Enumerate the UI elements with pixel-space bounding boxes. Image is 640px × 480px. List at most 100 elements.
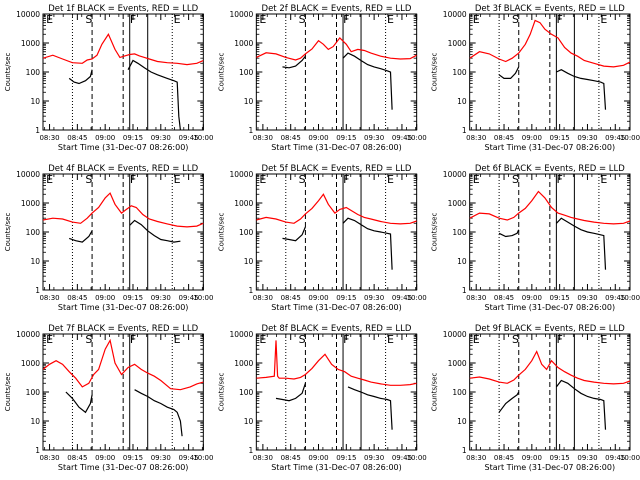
y-tick-label: 1000 bbox=[234, 359, 253, 368]
x-tick-label: 10:00 bbox=[193, 134, 213, 142]
x-tick-label: 09:45 bbox=[179, 454, 199, 462]
phase-marker-label: F bbox=[556, 13, 562, 26]
chart-panel-1: Det 1f BLACK = Events, RED = LLD 1 10 100 10… bbox=[4, 4, 213, 152]
x-tick-label: 10:00 bbox=[193, 454, 213, 462]
series-line-lld bbox=[43, 192, 204, 228]
y-tick-label: 100 bbox=[452, 228, 467, 237]
series-line-events bbox=[68, 59, 181, 130]
phase-marker-label: S bbox=[512, 173, 519, 186]
x-tick-label: 08:30 bbox=[39, 454, 59, 462]
x-tick-label: 09:45 bbox=[605, 454, 625, 462]
x-tick-label: 08:30 bbox=[466, 454, 486, 462]
y-tick-label: 10000 bbox=[443, 330, 467, 339]
x-tick-label: 09:00 bbox=[522, 294, 542, 302]
phase-marker-label: E bbox=[46, 333, 53, 346]
y-tick-label: 10000 bbox=[229, 330, 253, 339]
y-tick-label: 10 bbox=[457, 417, 467, 426]
x-tick-label: 08:30 bbox=[253, 454, 273, 462]
chart-panel-9: Det 9f BLACK = Events, RED = LLD 1 10 100 10… bbox=[431, 324, 640, 472]
y-tick-label: 10 bbox=[457, 97, 467, 106]
phase-marker-label: F bbox=[130, 333, 136, 346]
y-tick-label: 1 bbox=[249, 126, 254, 135]
x-tick-label: 08:45 bbox=[494, 454, 514, 462]
phase-marker-label: E bbox=[259, 333, 266, 346]
chart-title: Det 4f BLACK = Events, RED = LLD bbox=[48, 164, 198, 174]
x-axis-label: Start Time (31-Dec-07 08:26:00) bbox=[485, 303, 616, 312]
x-tick-label: 10:00 bbox=[407, 454, 427, 462]
chart-panel-4: Det 4f BLACK = Events, RED = LLD 1 10 100 10… bbox=[4, 164, 213, 312]
phase-marker-label: S bbox=[512, 13, 519, 26]
x-tick-label: 09:30 bbox=[364, 134, 384, 142]
x-tick-label: 09:15 bbox=[123, 454, 143, 462]
y-tick-label: 10 bbox=[244, 97, 254, 106]
y-tick-label: 10 bbox=[244, 257, 254, 266]
series-line-lld bbox=[256, 193, 417, 225]
y-tick-label: 10000 bbox=[443, 170, 467, 179]
x-tick-label: 08:45 bbox=[281, 454, 301, 462]
phase-marker-label: F bbox=[556, 173, 562, 186]
y-tick-label: 1 bbox=[462, 126, 467, 135]
x-tick-label: 08:45 bbox=[67, 454, 87, 462]
x-tick-label: 10:00 bbox=[407, 134, 427, 142]
chart-panel-5: Det 5f BLACK = Events, RED = LLD 1 10 100 10… bbox=[217, 164, 426, 312]
x-tick-label: 09:00 bbox=[522, 454, 542, 462]
phase-marker-label: F bbox=[343, 13, 349, 26]
y-tick-label: 100 bbox=[239, 388, 254, 397]
x-tick-label: 09:30 bbox=[151, 134, 171, 142]
y-tick-label: 10 bbox=[30, 417, 40, 426]
y-tick-label: 10000 bbox=[16, 170, 40, 179]
x-tick-label: 09:30 bbox=[577, 454, 597, 462]
x-tick-label: 09:30 bbox=[151, 454, 171, 462]
x-tick-label: 09:15 bbox=[336, 134, 356, 142]
x-tick-label: 10:00 bbox=[620, 134, 640, 142]
x-tick-label: 09:00 bbox=[308, 454, 328, 462]
y-tick-label: 1 bbox=[462, 286, 467, 295]
phase-marker-label: E bbox=[174, 13, 181, 26]
x-tick-label: 09:30 bbox=[151, 294, 171, 302]
phase-marker-label: F bbox=[343, 173, 349, 186]
phase-marker-label: E bbox=[46, 173, 53, 186]
phase-marker-label: E bbox=[174, 333, 181, 346]
phase-marker-label: E bbox=[600, 13, 607, 26]
phase-marker-label: S bbox=[85, 333, 92, 346]
x-tick-label: 10:00 bbox=[193, 294, 213, 302]
x-tick-label: 08:45 bbox=[67, 134, 87, 142]
x-tick-label: 09:15 bbox=[550, 134, 570, 142]
y-tick-label: 1000 bbox=[234, 199, 253, 208]
x-axis-label: Start Time (31-Dec-07 08:26:00) bbox=[271, 303, 402, 312]
x-tick-label: 09:00 bbox=[95, 454, 115, 462]
chart-panel-8: Det 8f BLACK = Events, RED = LLD 1 10 100 10… bbox=[217, 324, 426, 472]
x-axis-label: Start Time (31-Dec-07 08:26:00) bbox=[58, 143, 189, 152]
x-tick-label: 09:15 bbox=[123, 134, 143, 142]
x-tick-label: 08:30 bbox=[253, 294, 273, 302]
x-tick-label: 09:45 bbox=[179, 294, 199, 302]
series-line-events bbox=[275, 383, 393, 430]
series-line-events bbox=[282, 52, 393, 110]
phase-marker-label: E bbox=[46, 13, 53, 26]
y-tick-label: 10 bbox=[30, 257, 40, 266]
x-axis-label: Start Time (31-Dec-07 08:26:00) bbox=[58, 303, 189, 312]
x-tick-label: 08:30 bbox=[466, 134, 486, 142]
y-tick-label: 1000 bbox=[448, 359, 467, 368]
phase-marker-label: E bbox=[174, 173, 181, 186]
x-tick-label: 10:00 bbox=[620, 294, 640, 302]
y-tick-label: 1 bbox=[249, 446, 254, 455]
x-tick-label: 09:45 bbox=[179, 134, 199, 142]
y-tick-label: 100 bbox=[239, 68, 254, 77]
x-tick-label: 09:15 bbox=[336, 294, 356, 302]
series-line-events bbox=[282, 217, 393, 270]
phase-marker-label: E bbox=[600, 173, 607, 186]
y-tick-label: 10 bbox=[457, 257, 467, 266]
y-tick-label: 1000 bbox=[21, 199, 40, 208]
y-axis-label: Counts/sec bbox=[431, 213, 439, 252]
x-tick-label: 10:00 bbox=[620, 454, 640, 462]
y-axis-label: Counts/sec bbox=[431, 373, 439, 412]
chart-title: Det 7f BLACK = Events, RED = LLD bbox=[48, 324, 198, 334]
x-tick-label: 08:45 bbox=[281, 134, 301, 142]
y-tick-label: 100 bbox=[26, 388, 41, 397]
y-tick-label: 1 bbox=[462, 446, 467, 455]
series-line-lld bbox=[469, 350, 630, 385]
phase-marker-label: S bbox=[85, 173, 92, 186]
x-tick-label: 09:45 bbox=[605, 294, 625, 302]
